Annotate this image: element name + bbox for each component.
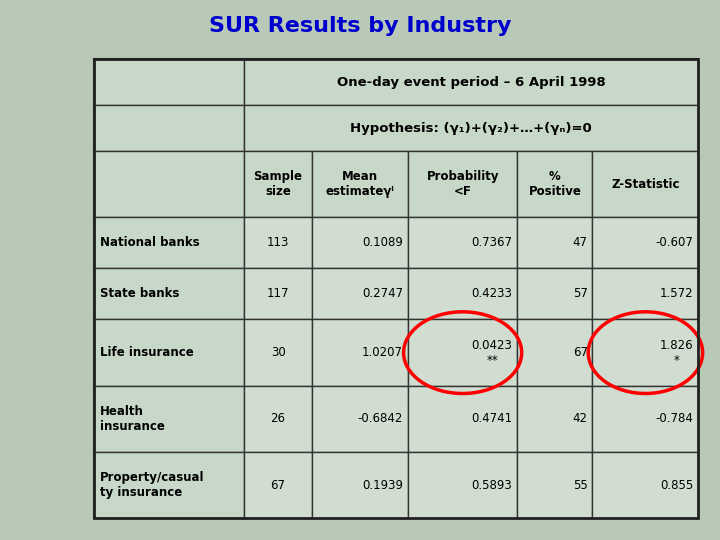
Text: 0.1089: 0.1089: [362, 237, 403, 249]
Text: National banks: National banks: [99, 237, 199, 249]
Text: 30: 30: [271, 346, 286, 359]
Text: 117: 117: [267, 287, 289, 300]
Bar: [517, 386, 593, 452]
Text: 42: 42: [572, 413, 588, 426]
Text: 0.7367: 0.7367: [472, 237, 513, 249]
Bar: [408, 386, 517, 452]
Bar: [517, 320, 593, 386]
Bar: [312, 268, 408, 320]
Text: %
Positive: % Positive: [528, 170, 581, 198]
Bar: [312, 151, 408, 218]
Bar: [312, 218, 408, 268]
Bar: [593, 268, 698, 320]
Text: 26: 26: [271, 413, 286, 426]
Bar: [312, 320, 408, 386]
Bar: [593, 151, 698, 218]
Bar: [408, 268, 517, 320]
Bar: [408, 151, 517, 218]
Text: State banks: State banks: [99, 287, 179, 300]
Bar: [94, 320, 244, 386]
Bar: [244, 151, 312, 218]
Bar: [94, 105, 244, 151]
Text: 55: 55: [573, 479, 588, 492]
Text: Hypothesis: (γ₁)+(γ₂)+…+(γₙ)=0: Hypothesis: (γ₁)+(γ₂)+…+(γₙ)=0: [351, 122, 592, 135]
Text: Mean
estimateγᴵ: Mean estimateγᴵ: [325, 170, 395, 198]
Text: 0.4741: 0.4741: [472, 413, 513, 426]
Text: Health
insurance: Health insurance: [99, 405, 165, 433]
Text: 0.4233: 0.4233: [472, 287, 513, 300]
Bar: [244, 452, 312, 518]
Text: 1.826
*: 1.826 *: [660, 339, 693, 367]
Bar: [244, 218, 312, 268]
Text: -0.784: -0.784: [656, 413, 693, 426]
Bar: [408, 452, 517, 518]
Text: 0.855: 0.855: [660, 479, 693, 492]
Text: Property/casual
ty insurance: Property/casual ty insurance: [99, 471, 204, 500]
Text: 67: 67: [271, 479, 286, 492]
Bar: [94, 218, 244, 268]
Text: Sample
size: Sample size: [253, 170, 302, 198]
Bar: [244, 320, 312, 386]
Bar: [244, 268, 312, 320]
Bar: [593, 218, 698, 268]
Text: 47: 47: [572, 237, 588, 249]
Bar: [244, 105, 698, 151]
Bar: [517, 452, 593, 518]
Text: Life insurance: Life insurance: [99, 346, 194, 359]
Text: -0.6842: -0.6842: [358, 413, 403, 426]
Text: 113: 113: [267, 237, 289, 249]
Text: 57: 57: [573, 287, 588, 300]
Bar: [593, 386, 698, 452]
Bar: [94, 386, 244, 452]
Bar: [408, 218, 517, 268]
Bar: [593, 452, 698, 518]
Bar: [312, 386, 408, 452]
Text: 67: 67: [572, 346, 588, 359]
Bar: [94, 59, 698, 518]
Bar: [94, 59, 698, 518]
Bar: [593, 320, 698, 386]
Bar: [517, 268, 593, 320]
Bar: [94, 59, 244, 105]
Text: 0.1939: 0.1939: [362, 479, 403, 492]
Bar: [94, 268, 244, 320]
Bar: [517, 151, 593, 218]
Text: 0.0423
**: 0.0423 **: [472, 339, 513, 367]
Bar: [312, 452, 408, 518]
Text: One-day event period – 6 April 1998: One-day event period – 6 April 1998: [337, 76, 606, 89]
Bar: [244, 386, 312, 452]
Text: SUR Results by Industry: SUR Results by Industry: [209, 16, 511, 36]
Text: 0.5893: 0.5893: [472, 479, 513, 492]
Text: 1.0207: 1.0207: [362, 346, 403, 359]
Text: Z-Statistic: Z-Statistic: [611, 178, 680, 191]
Text: Probability
<F: Probability <F: [426, 170, 499, 198]
Text: -0.607: -0.607: [656, 237, 693, 249]
Bar: [94, 151, 244, 218]
Bar: [244, 59, 698, 105]
Text: 0.2747: 0.2747: [362, 287, 403, 300]
Bar: [94, 452, 244, 518]
Bar: [408, 320, 517, 386]
Bar: [517, 218, 593, 268]
Text: 1.572: 1.572: [660, 287, 693, 300]
